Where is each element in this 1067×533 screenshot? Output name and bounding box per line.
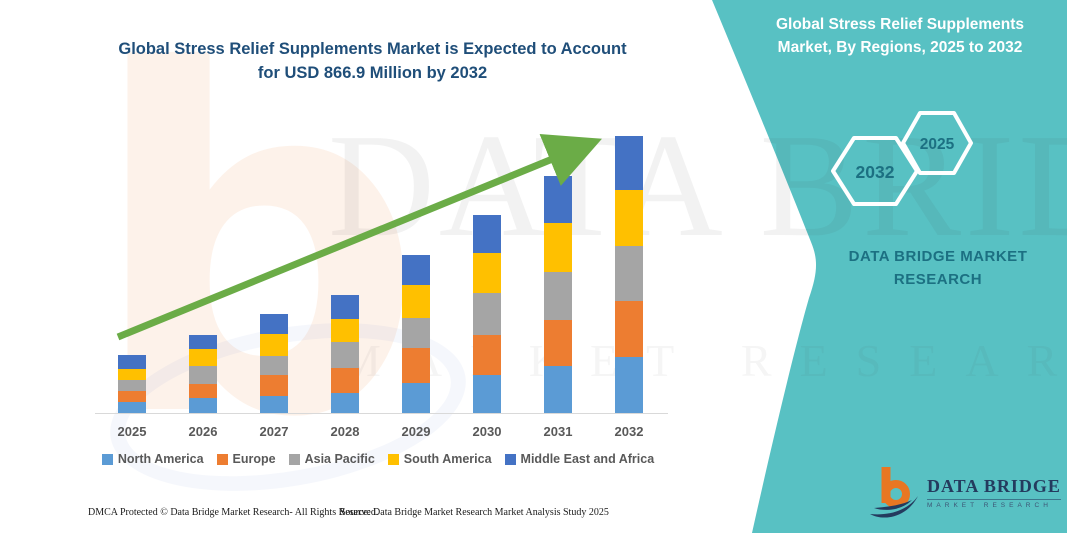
segment-2032-north-america — [615, 357, 643, 413]
segment-2027-europe — [260, 375, 288, 397]
bar-2026 — [189, 335, 217, 413]
segment-2032-south-america — [615, 190, 643, 247]
x-label-2029: 2029 — [401, 424, 431, 439]
segment-2032-middle-east-and-africa — [615, 136, 643, 191]
legend-item-asia-pacific: Asia Pacific — [288, 452, 375, 466]
legend-swatch-icon — [288, 453, 300, 465]
segment-2028-north-america — [331, 392, 359, 413]
segment-2032-asia-pacific — [615, 246, 643, 302]
data-bridge-logo-icon — [870, 467, 918, 518]
bar-2029 — [402, 254, 430, 413]
bar-2027 — [260, 314, 288, 413]
bar-2025 — [118, 354, 146, 413]
x-label-2032: 2032 — [614, 424, 644, 439]
legend-label: South America — [403, 452, 492, 466]
segment-2032-europe — [615, 301, 643, 358]
segment-2025-asia-pacific — [118, 380, 146, 391]
x-label-2026: 2026 — [188, 424, 218, 439]
segment-2026-asia-pacific — [189, 366, 217, 384]
segment-2025-north-america — [118, 401, 146, 413]
segment-2027-middle-east-and-africa — [260, 314, 288, 335]
x-label-2025: 2025 — [117, 424, 147, 439]
segment-2030-asia-pacific — [473, 292, 501, 335]
footer-source-text: Source: Data Bridge Market Research Mark… — [340, 507, 609, 518]
segment-2031-asia-pacific — [544, 271, 572, 320]
chart-title: Global Stress Relief Supplements Market … — [60, 38, 685, 86]
panel-heading: Global Stress Relief Supplements Market,… — [775, 16, 1025, 57]
segment-2025-europe — [118, 390, 146, 402]
segment-2029-europe — [402, 347, 430, 383]
legend-label: North America — [117, 452, 204, 466]
segment-2026-middle-east-and-africa — [189, 335, 217, 350]
legend-swatch-icon — [387, 453, 399, 465]
segment-2025-middle-east-and-africa — [118, 354, 146, 369]
segment-2029-south-america — [402, 284, 430, 318]
x-label-2027: 2027 — [259, 424, 289, 439]
segment-2028-asia-pacific — [331, 341, 359, 368]
bar-2031 — [544, 176, 572, 413]
chart-title-line1: Global Stress Relief Supplements Market … — [118, 40, 627, 58]
footer-dmca-text: DMCA Protected © Data Bridge Market Rese… — [88, 507, 379, 518]
segment-2031-north-america — [544, 366, 572, 413]
segment-2026-south-america — [189, 349, 217, 367]
legend-swatch-icon — [101, 453, 113, 465]
chart-legend: North America Europe Asia Pacific South Ame… — [88, 452, 668, 466]
legend-label: Europe — [232, 452, 276, 466]
segment-2027-south-america — [260, 334, 288, 357]
segment-2031-middle-east-and-africa — [544, 176, 572, 224]
segment-2030-middle-east-and-africa — [473, 215, 501, 254]
panel-brand-text: DATA BRIDGE MARKET RESEARCH — [848, 248, 1028, 288]
legend-label: Asia Pacific — [304, 452, 375, 466]
plot-area — [95, 127, 668, 414]
segment-2025-south-america — [118, 368, 146, 381]
hexagon-2025 — [901, 111, 973, 175]
logo-text: DATA BRIDGE MARKET RESEARCH — [927, 476, 1061, 509]
bar-2028 — [331, 295, 359, 413]
legend-swatch-icon — [216, 453, 228, 465]
x-label-2030: 2030 — [472, 424, 502, 439]
segment-2027-north-america — [260, 396, 288, 413]
chart-title-line2: for USD 866.9 Million by 2032 — [257, 63, 488, 82]
teal-panel-path — [712, 0, 1067, 533]
year-hexagons: 2025 2032 — [831, 111, 973, 206]
watermark-market-research-text: MARKET RESEARCH — [340, 335, 1067, 386]
segment-2028-south-america — [331, 319, 359, 342]
hexagon-2032-label: 2032 — [856, 162, 895, 182]
legend-swatch-icon — [504, 453, 516, 465]
segment-2026-north-america — [189, 397, 217, 413]
segment-2029-asia-pacific — [402, 317, 430, 348]
logo-subtitle: MARKET RESEARCH — [927, 501, 1052, 509]
bar-2032 — [615, 136, 643, 413]
segment-2027-asia-pacific — [260, 356, 288, 376]
segment-2030-north-america — [473, 374, 501, 413]
data-bridge-logo: DATA BRIDGE MARKET RESEARCH — [868, 464, 1061, 520]
x-label-2028: 2028 — [330, 424, 360, 439]
legend-item-europe: Europe — [216, 452, 276, 466]
segment-2029-middle-east-and-africa — [402, 254, 430, 285]
segment-2028-middle-east-and-africa — [331, 295, 359, 320]
segment-2031-europe — [544, 319, 572, 367]
segment-2030-south-america — [473, 253, 501, 293]
hexagon-2025-label: 2025 — [920, 136, 955, 153]
segment-2026-europe — [189, 383, 217, 398]
segment-2030-europe — [473, 334, 501, 375]
segment-2031-south-america — [544, 223, 572, 272]
segment-2028-europe — [331, 367, 359, 393]
legend-item-south-america: South America — [387, 452, 492, 466]
segment-2029-north-america — [402, 383, 430, 413]
x-label-2031: 2031 — [543, 424, 573, 439]
legend-item-middle-east-and-africa: Middle East and Africa — [504, 452, 655, 466]
x-axis-labels: 2025 2026 2027 2028 2029 2030 2031 2032 — [95, 424, 668, 440]
logo-name: DATA BRIDGE — [927, 476, 1061, 500]
hexagon-2032 — [831, 136, 919, 206]
bar-2030 — [473, 215, 501, 413]
legend-item-north-america: North America — [101, 452, 204, 466]
legend-label: Middle East and Africa — [520, 452, 655, 466]
